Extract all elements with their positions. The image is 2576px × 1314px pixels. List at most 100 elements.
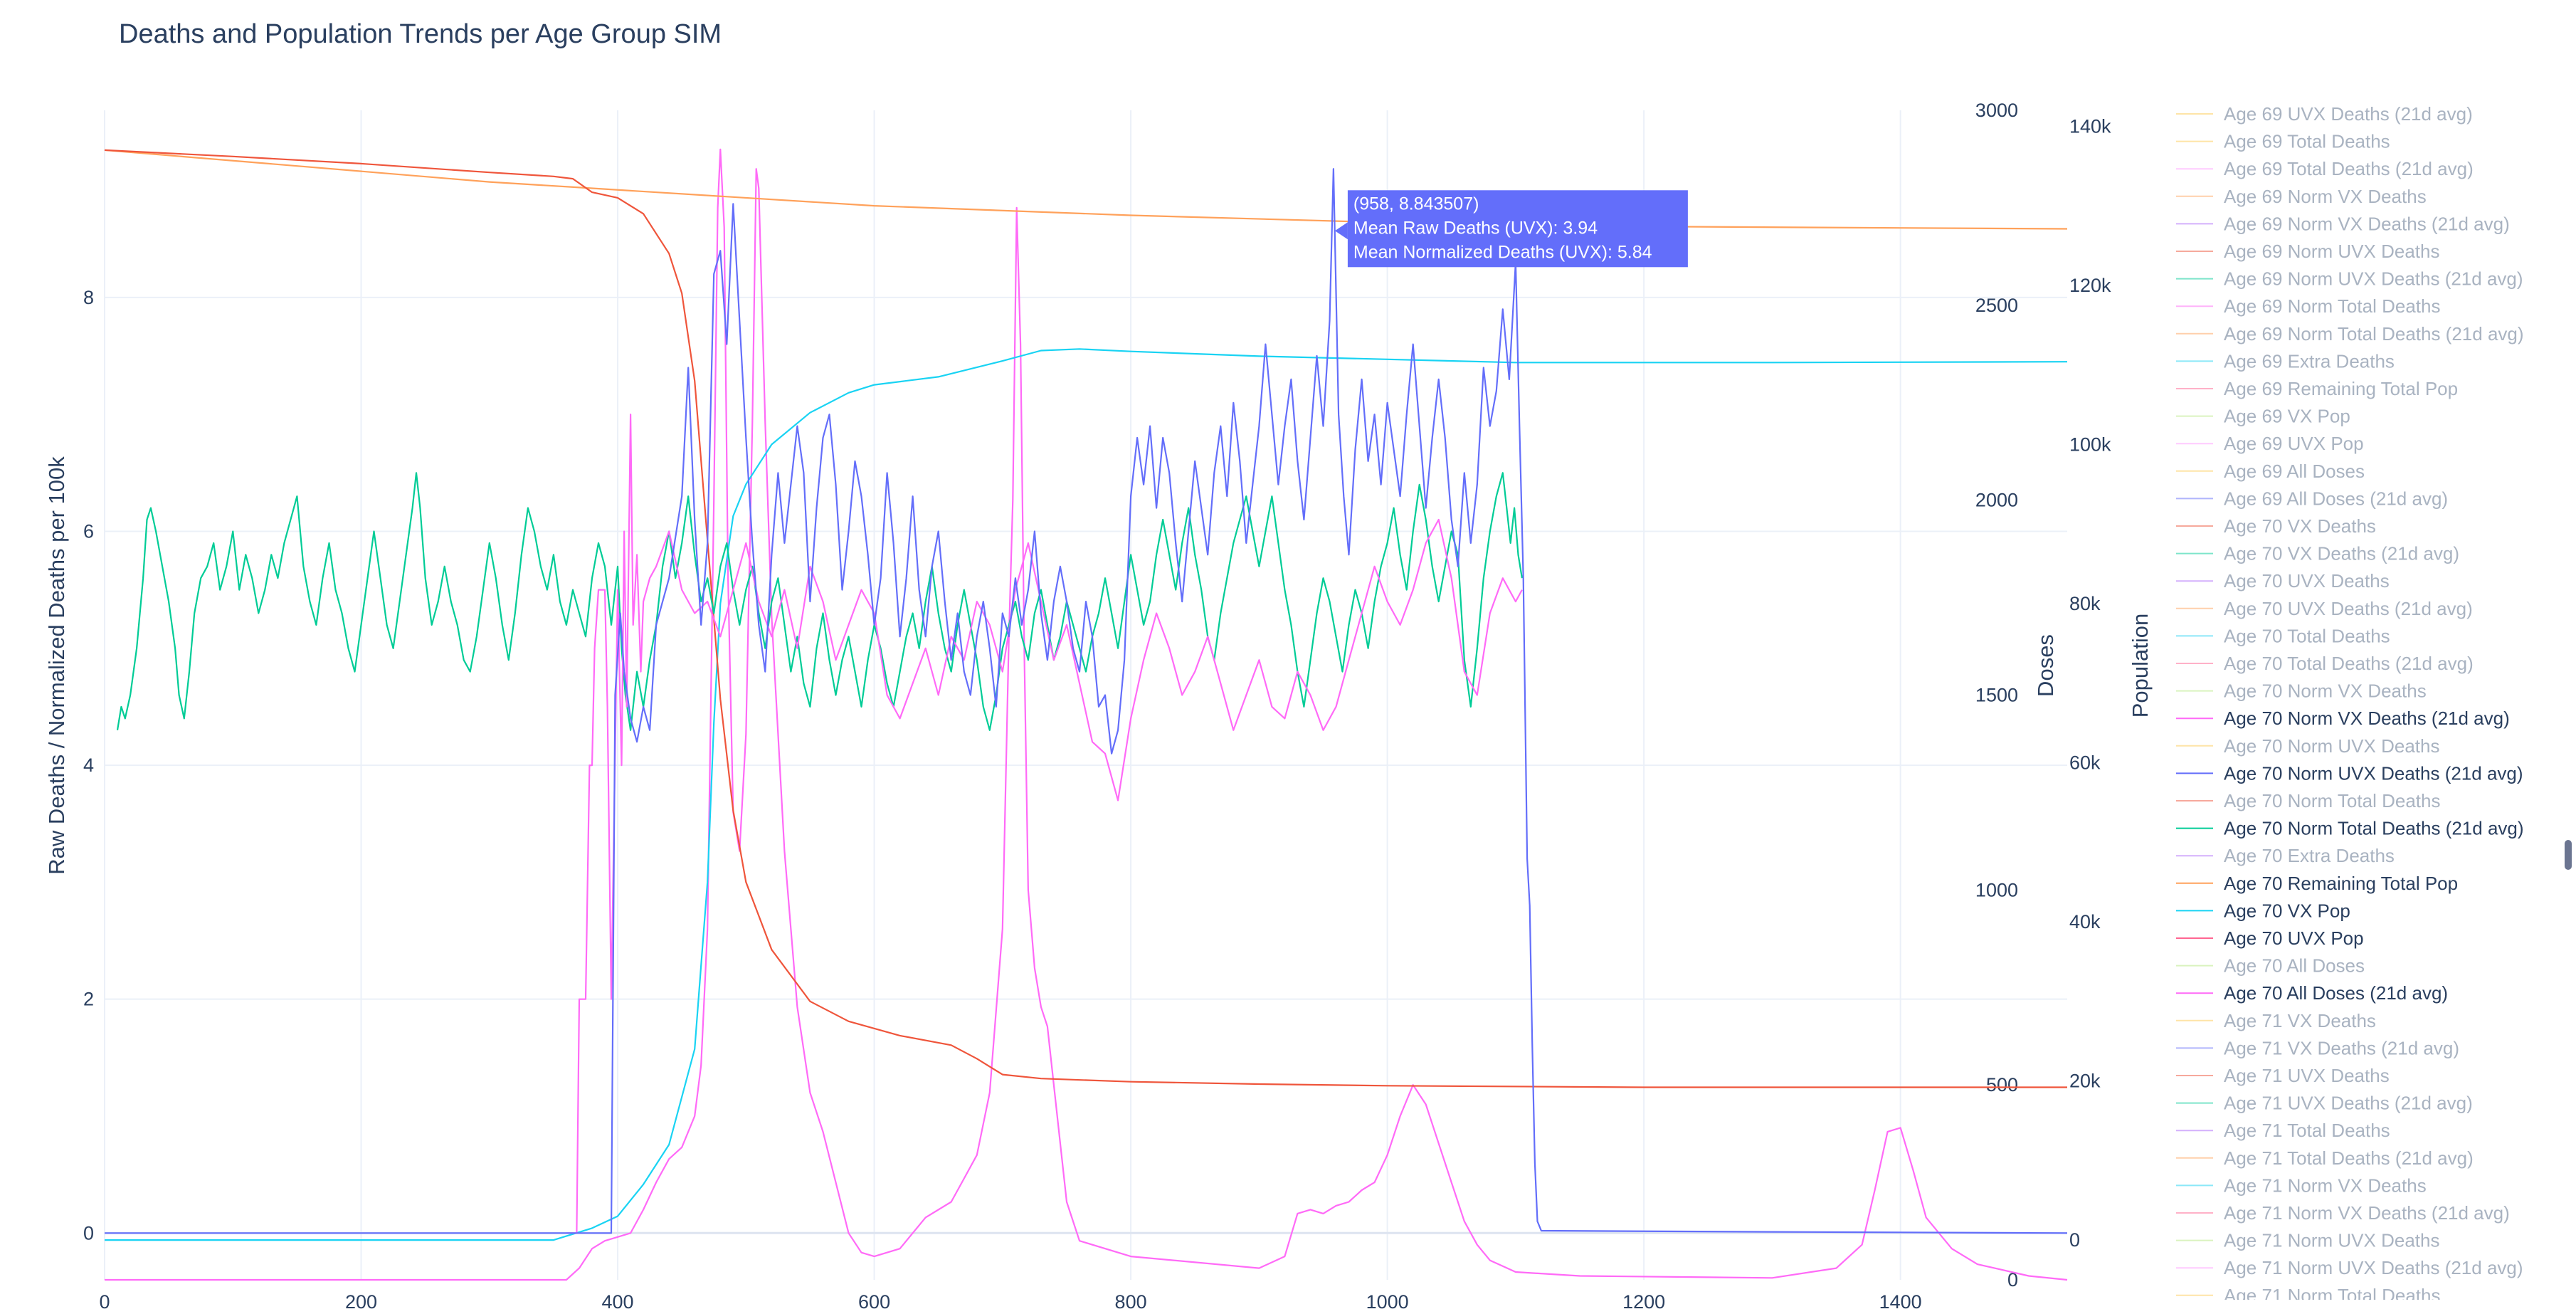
chart-title: Deaths and Population Trends per Age Gro…	[119, 19, 722, 49]
legend-item[interactable]: Age 69 Norm UVX Deaths (21d avg)	[2176, 268, 2523, 290]
legend-item[interactable]: Age 69 Norm VX Deaths (21d avg)	[2176, 213, 2510, 234]
y-tick-label-doses: 2500	[1975, 295, 2018, 316]
legend-item[interactable]: Age 69 Norm VX Deaths	[2176, 186, 2427, 207]
legend-label: Age 70 Total Deaths	[2224, 625, 2390, 646]
legend-label: Age 70 UVX Deaths	[2224, 570, 2390, 592]
x-tick-label: 600	[858, 1291, 890, 1313]
legend-item[interactable]: Age 70 Norm Total Deaths (21d avg)	[2176, 818, 2524, 839]
hover-box	[1347, 190, 1688, 268]
legend-item[interactable]: Age 71 Norm UVX Deaths	[2176, 1230, 2439, 1251]
legend-item[interactable]: Age 70 Total Deaths	[2176, 625, 2390, 646]
legend-item[interactable]: Age 69 Total Deaths	[2176, 131, 2390, 152]
x-tick-label: 1200	[1622, 1291, 1665, 1313]
gridlines	[104, 110, 2067, 1280]
legend-item[interactable]: Age 70 VX Deaths	[2176, 515, 2376, 537]
legend-item[interactable]: Age 70 Norm UVX Deaths	[2176, 735, 2439, 757]
legend-item[interactable]: Age 70 Extra Deaths	[2176, 845, 2395, 866]
legend-label: Age 71 Total Deaths	[2224, 1120, 2390, 1141]
legend-item[interactable]: Age 70 UVX Deaths	[2176, 570, 2390, 592]
legend-item[interactable]: Age 69 Remaining Total Pop	[2176, 378, 2458, 399]
series-line-age-70-vx-pop	[105, 348, 2068, 1241]
legend-label: Age 69 Norm Total Deaths	[2224, 295, 2440, 317]
legend-label: Age 69 Norm VX Deaths (21d avg)	[2224, 213, 2510, 234]
legend-item[interactable]: Age 69 UVX Pop	[2176, 433, 2364, 454]
legend-item[interactable]: Age 69 Norm UVX Deaths	[2176, 241, 2439, 262]
legend-label: Age 70 Norm Total Deaths (21d avg)	[2224, 818, 2524, 839]
x-tick-label: 0	[99, 1291, 110, 1313]
legend-item[interactable]: Age 70 UVX Pop	[2176, 927, 2364, 949]
legend-item[interactable]: Age 71 Norm VX Deaths (21d avg)	[2176, 1202, 2510, 1224]
x-tick-label: 400	[602, 1291, 634, 1313]
legend-label: Age 69 Remaining Total Pop	[2224, 378, 2458, 399]
legend-item[interactable]: Age 69 All Doses	[2176, 461, 2365, 482]
legend-label: Age 69 Total Deaths (21d avg)	[2224, 158, 2474, 179]
x-tick-label: 200	[345, 1291, 377, 1313]
legend-item[interactable]: Age 69 Norm Total Deaths (21d avg)	[2176, 323, 2524, 345]
x-tick-label: 1000	[1366, 1291, 1409, 1313]
legend-item[interactable]: Age 69 Extra Deaths	[2176, 350, 2395, 372]
y-tick-label-population: 60k	[2069, 752, 2101, 774]
legend-label: Age 70 Norm Total Deaths	[2224, 790, 2440, 811]
hover-line-raw: Mean Raw Deaths (UVX): 3.94	[1353, 218, 1598, 238]
legend-label: Age 69 Norm Total Deaths (21d avg)	[2224, 323, 2524, 345]
axis-ticks: 0 200 400 600 800 1000 1200 1400 0 2 4 6 8 0 500 1000 15…	[83, 100, 2111, 1313]
legend-label: Age 70 All Doses (21d avg)	[2224, 982, 2448, 1004]
legend-item[interactable]: Age 70 All Doses (21d avg)	[2176, 982, 2448, 1004]
legend-item[interactable]: Age 70 VX Deaths (21d avg)	[2176, 543, 2459, 564]
legend-label: Age 70 Remaining Total Pop	[2224, 873, 2458, 894]
legend-label: Age 71 Norm UVX Deaths (21d avg)	[2224, 1257, 2523, 1278]
legend-item[interactable]: Age 70 Total Deaths (21d avg)	[2176, 653, 2474, 674]
legend-item[interactable]: Age 71 Norm Total Deaths	[2176, 1285, 2440, 1306]
legend-label: Age 71 Norm UVX Deaths	[2224, 1230, 2439, 1251]
legend-scrollbar[interactable]	[2565, 840, 2572, 870]
legend-label: Age 71 UVX Deaths (21d avg)	[2224, 1093, 2473, 1114]
legend-label: Age 71 Norm VX Deaths (21d avg)	[2224, 1202, 2510, 1224]
legend-item[interactable]: Age 70 Norm VX Deaths	[2176, 680, 2427, 702]
legend-item[interactable]: Age 71 UVX Deaths (21d avg)	[2176, 1093, 2473, 1114]
series-line-age-70-remaining-total-pop	[104, 149, 2068, 230]
legend-item[interactable]: Age 69 VX Pop	[2176, 406, 2350, 427]
legend-label: Age 70 All Doses	[2224, 955, 2365, 977]
legend-label: Age 70 UVX Pop	[2224, 927, 2364, 949]
legend-item[interactable]: Age 70 UVX Deaths (21d avg)	[2176, 598, 2473, 619]
legend-item[interactable]: Age 69 Norm Total Deaths	[2176, 295, 2440, 317]
legend-label: Age 70 Total Deaths (21d avg)	[2224, 653, 2474, 674]
legend-item[interactable]: Age 71 VX Deaths	[2176, 1010, 2376, 1031]
legend-item[interactable]: Age 70 All Doses	[2176, 955, 2365, 977]
legend-item[interactable]: Age 71 UVX Deaths	[2176, 1065, 2390, 1086]
legend-label: Age 69 VX Pop	[2224, 406, 2350, 427]
legend-label: Age 70 VX Pop	[2224, 900, 2350, 921]
legend-label: Age 69 All Doses	[2224, 461, 2365, 482]
y-tick-label-doses: 500	[1986, 1074, 2018, 1095]
hover-header: (958, 8.843507)	[1353, 194, 1479, 214]
y-tick-label-population: 120k	[2069, 275, 2111, 296]
y-tick-label-doses: 1500	[1975, 685, 2018, 706]
legend-label: Age 71 UVX Deaths	[2224, 1065, 2390, 1086]
legend-item[interactable]: Age 70 VX Pop	[2176, 900, 2350, 921]
y-axis-title-doses: Doses	[2033, 634, 2058, 697]
legend-item[interactable]: Age 71 Total Deaths (21d avg)	[2176, 1147, 2474, 1169]
legend-item[interactable]: Age 70 Norm UVX Deaths (21d avg)	[2176, 762, 2523, 784]
legend-item[interactable]: Age 70 Norm VX Deaths (21d avg)	[2176, 708, 2510, 729]
legend-label: Age 70 Norm UVX Deaths (21d avg)	[2224, 762, 2523, 784]
legend-item[interactable]: Age 71 Total Deaths	[2176, 1120, 2390, 1141]
legend-item[interactable]: Age 71 Norm UVX Deaths (21d avg)	[2176, 1257, 2523, 1278]
legend-item[interactable]: Age 71 Norm VX Deaths	[2176, 1174, 2427, 1196]
y-tick-label-left: 8	[83, 287, 94, 308]
y-tick-label-left: 0	[83, 1222, 94, 1244]
legend-item[interactable]: Age 71 VX Deaths (21d avg)	[2176, 1037, 2459, 1058]
y-tick-label-doses: 0	[2007, 1269, 2018, 1291]
legend-item[interactable]: Age 70 Norm Total Deaths	[2176, 790, 2440, 811]
legend-item[interactable]: Age 69 UVX Deaths (21d avg)	[2176, 103, 2473, 125]
legend-label: Age 70 Norm VX Deaths	[2224, 680, 2427, 702]
y-tick-label-population: 40k	[2069, 911, 2101, 932]
legend-label: Age 70 VX Deaths	[2224, 515, 2376, 537]
legend-item[interactable]: Age 70 Remaining Total Pop	[2176, 873, 2458, 894]
y-axis-title-left: Raw Deaths / Normalized Deaths per 100k	[44, 456, 69, 875]
y-tick-label-population: 20k	[2069, 1071, 2101, 1092]
legend-item[interactable]: Age 69 Total Deaths (21d avg)	[2176, 158, 2474, 179]
series-line-age-70-all-doses-21d-avg	[105, 148, 2068, 1281]
y-tick-label-left: 6	[83, 520, 94, 542]
legend-item[interactable]: Age 69 All Doses (21d avg)	[2176, 488, 2448, 509]
